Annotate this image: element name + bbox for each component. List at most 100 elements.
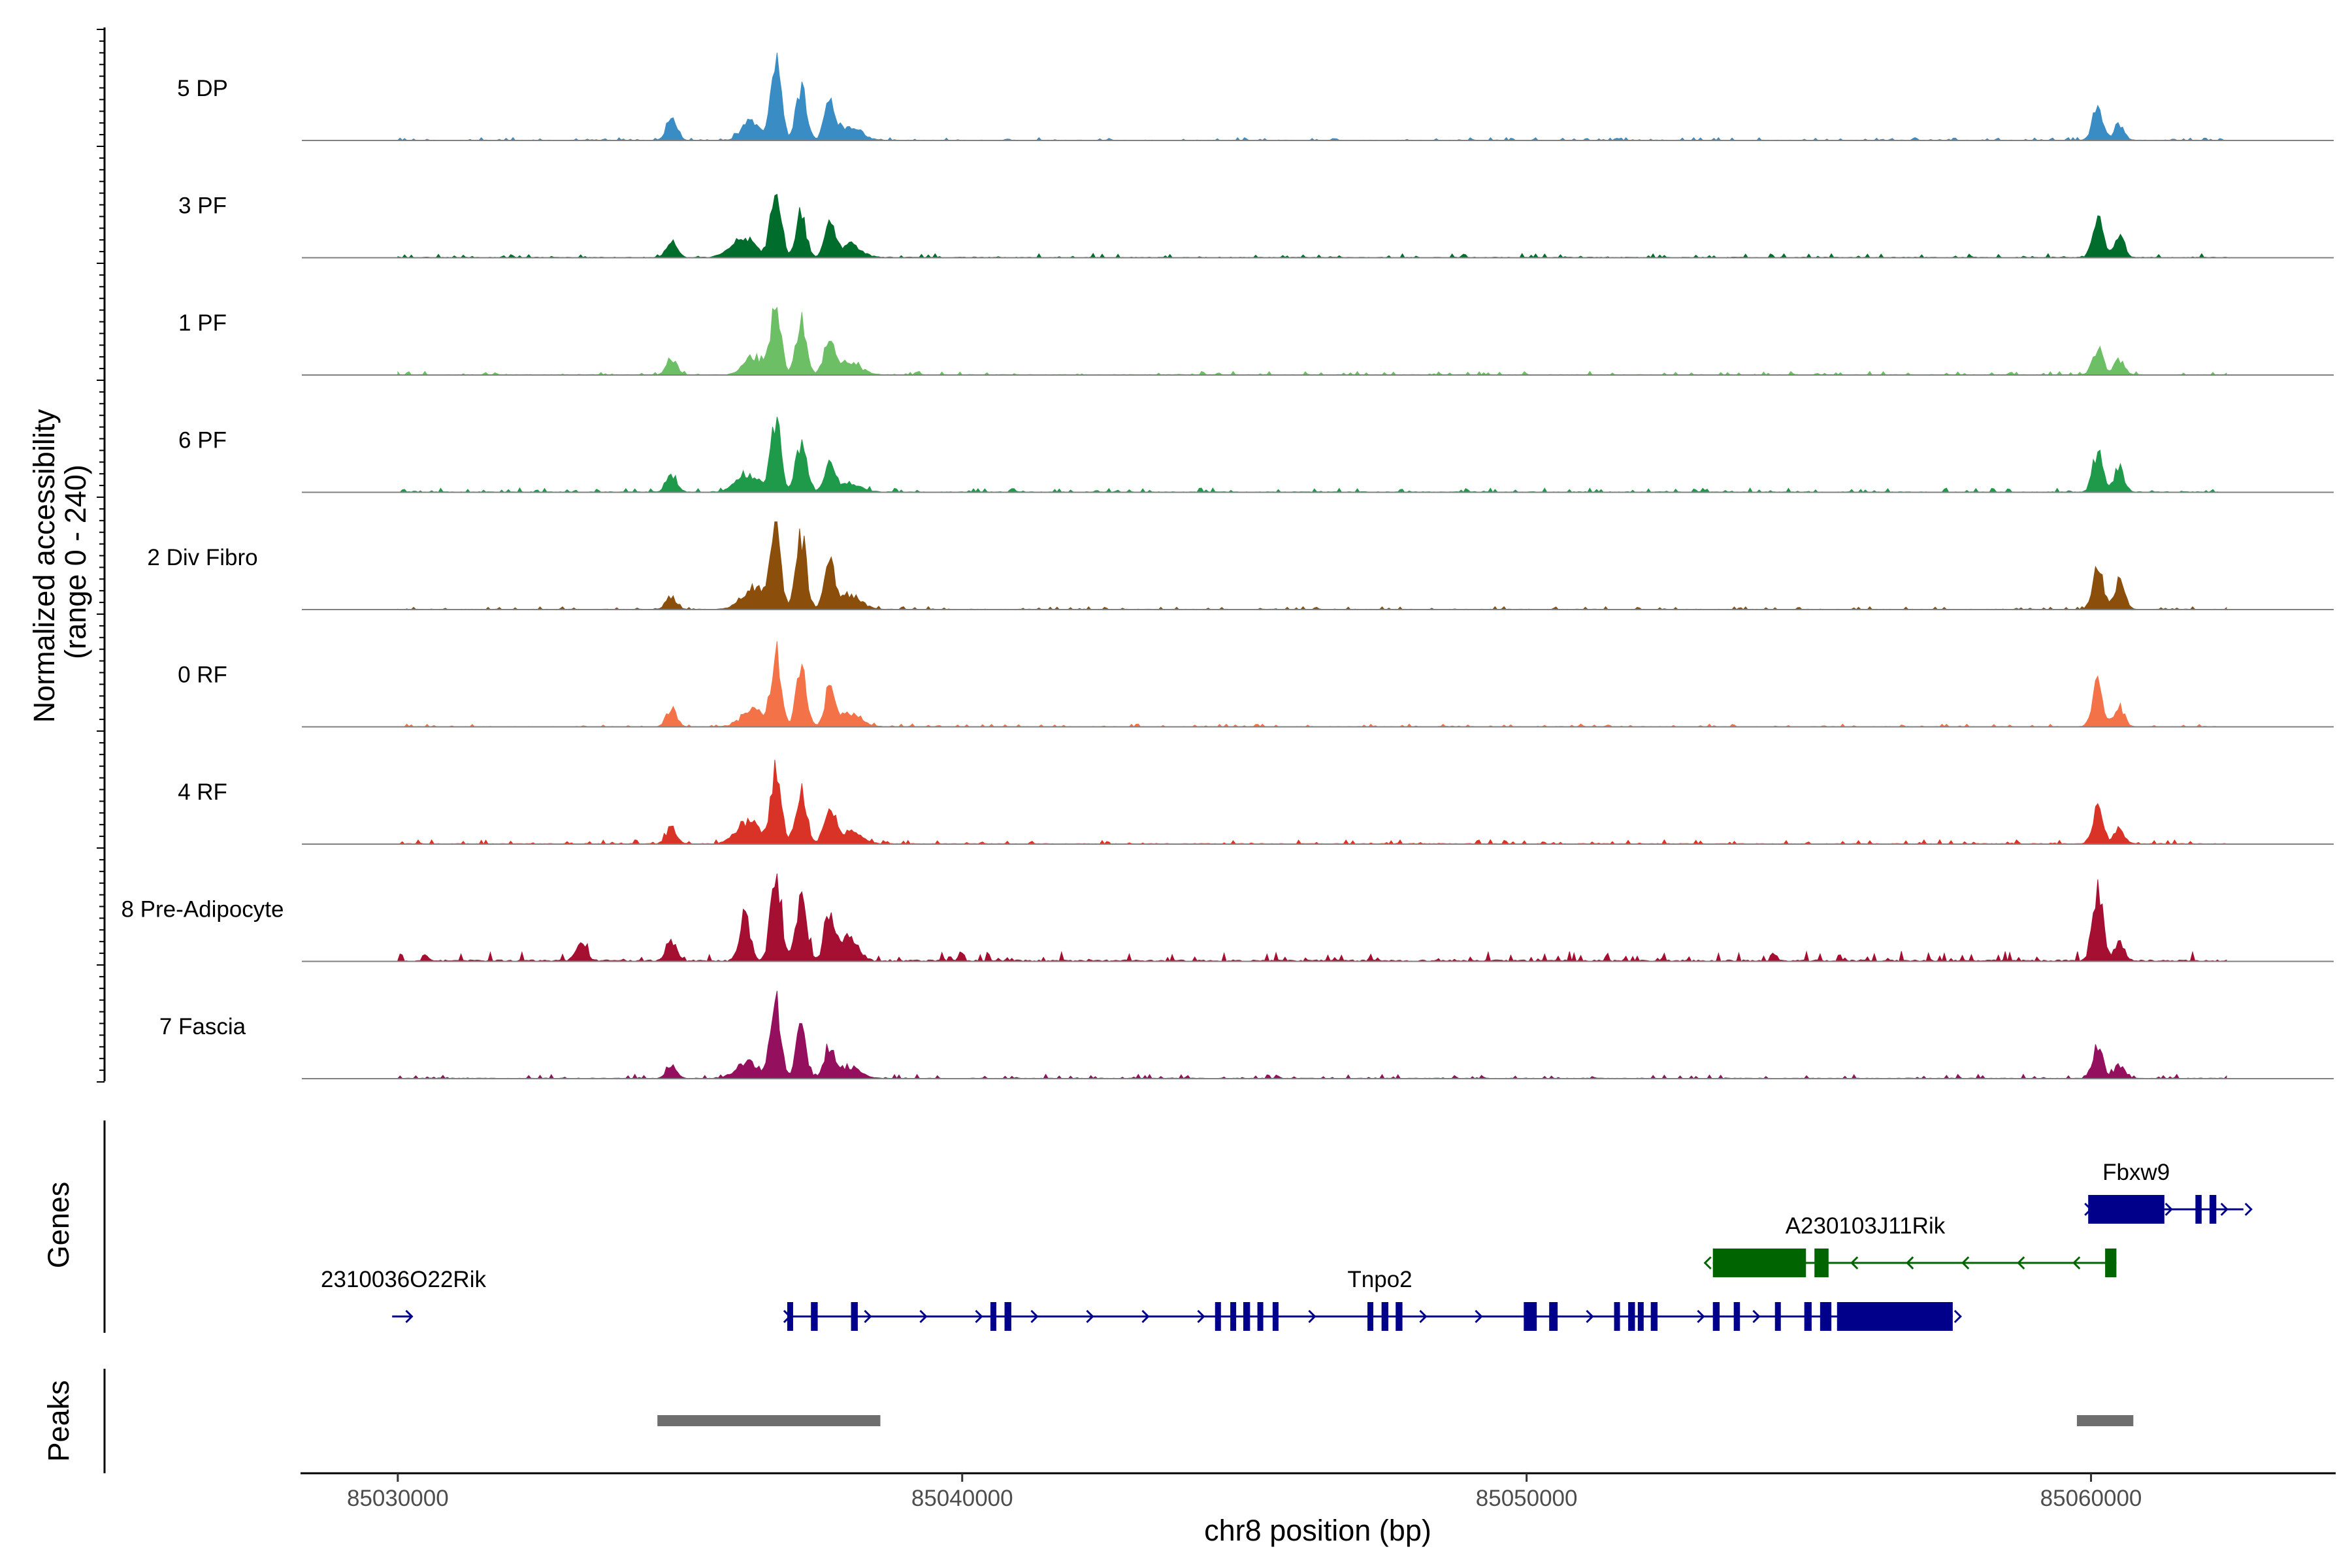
strand-arrow xyxy=(1086,1309,1094,1324)
y-axis-title-line-2: (range 0 - 240) xyxy=(59,465,92,659)
track-label: 1 PF xyxy=(178,310,227,336)
gene-exon xyxy=(1396,1302,1403,1331)
gene-Fbxw9: Fbxw9 xyxy=(2084,1160,2253,1224)
track-6: 0 RF xyxy=(178,641,2334,728)
gene-exon xyxy=(1837,1302,1843,1331)
strand-arrow xyxy=(405,1309,414,1324)
track-label: 6 PF xyxy=(178,428,227,453)
strand-arrow xyxy=(1475,1309,1483,1324)
strand-arrow xyxy=(2072,1256,2081,1270)
gene-exon xyxy=(851,1302,858,1331)
strand-arrow xyxy=(1308,1309,1316,1324)
strand-arrow xyxy=(1961,1256,1970,1270)
gene-exon xyxy=(1614,1302,1620,1331)
gene-exon xyxy=(1628,1302,1635,1331)
track-label: 5 DP xyxy=(177,76,228,101)
gene-label: A230103J11Rik xyxy=(1786,1213,1946,1239)
x-tick-label: 85050000 xyxy=(1476,1486,1578,1511)
gene-exon xyxy=(1243,1302,1250,1331)
strand-arrow xyxy=(1953,1309,1963,1324)
track-5: 2 Div Fibro xyxy=(147,521,2334,610)
gene-exon xyxy=(1637,1302,1644,1331)
strand-arrow xyxy=(1752,1309,1761,1324)
gene-exon xyxy=(1367,1302,1374,1331)
x-axis: 85030000 85040000 85050000 85060000 xyxy=(347,1473,2142,1511)
gene-exon xyxy=(1230,1302,1237,1331)
strand-arrow xyxy=(1419,1309,1428,1324)
peaks-panel-title: Peaks xyxy=(42,1380,75,1462)
strand-arrow xyxy=(919,1309,928,1324)
track-label: 2 Div Fibro xyxy=(147,545,257,570)
gene-label: Fbxw9 xyxy=(2102,1160,2170,1185)
gene-exon xyxy=(1712,1249,1806,1277)
strand-arrow xyxy=(1141,1309,1150,1324)
strand-arrow xyxy=(1586,1309,1594,1324)
gene-annotation-track: 2310036O22Rik Tnpo2 A230103J11Rik Fbxw9 xyxy=(321,1160,2253,1331)
gene-exon xyxy=(787,1302,793,1331)
gene-exon xyxy=(1215,1302,1221,1331)
gene-exon xyxy=(2209,1195,2217,1224)
x-tick-label: 85040000 xyxy=(911,1486,1013,1511)
strand-arrow xyxy=(2244,1202,2253,1217)
gene-exon xyxy=(1774,1302,1781,1331)
gene-exon xyxy=(1381,1302,1388,1331)
strand-arrow xyxy=(1197,1309,1205,1324)
y-axis-title-line-1: Normalized accessibility xyxy=(27,409,61,723)
gene-exon xyxy=(1272,1302,1279,1331)
gene-exon xyxy=(1820,1302,1832,1331)
strand-arrow xyxy=(975,1309,983,1324)
gene-exon xyxy=(2105,1249,2117,1277)
peak-region-bar xyxy=(657,1415,881,1426)
gene-2310036O22Rik: 2310036O22Rik xyxy=(321,1267,486,1324)
x-tick-label: 85030000 xyxy=(347,1486,449,1511)
genes-panel-title: Genes xyxy=(42,1182,75,1269)
strand-arrow xyxy=(1030,1309,1039,1324)
gene-exon xyxy=(811,1302,818,1331)
track-8: 8 Pre-Adipocyte xyxy=(121,874,2334,962)
strand-arrow xyxy=(2017,1256,2025,1270)
gene-label: 2310036O22Rik xyxy=(321,1267,486,1292)
y-axis-title: Normalized accessibility (range 0 - 240) xyxy=(27,401,92,723)
gene-exon xyxy=(1004,1302,1011,1331)
strand-arrow xyxy=(1703,1256,1712,1270)
peak-region-bar xyxy=(2076,1415,2134,1426)
track-label: 4 RF xyxy=(178,779,227,805)
strand-arrow xyxy=(1906,1256,1914,1270)
track-7: 4 RF xyxy=(178,759,2334,845)
track-label: 3 PF xyxy=(178,193,227,219)
gene-exon xyxy=(2088,1195,2164,1224)
track-4: 6 PF xyxy=(178,416,2334,493)
gene-Tnpo2: Tnpo2 xyxy=(783,1267,1963,1331)
peak-region-track xyxy=(657,1415,2134,1426)
gene-exon xyxy=(1712,1302,1720,1331)
x-tick-label: 85060000 xyxy=(2040,1486,2142,1511)
gene-exon xyxy=(1549,1302,1558,1331)
strand-arrow xyxy=(864,1309,872,1324)
gene-A230103J11Rik: A230103J11Rik xyxy=(1703,1213,2117,1277)
track-label: 7 Fascia xyxy=(159,1014,246,1039)
gene-exon xyxy=(1650,1302,1658,1331)
gene-exon xyxy=(1814,1249,1829,1277)
y-axis-ticks xyxy=(97,27,106,1083)
gene-exon xyxy=(2195,1195,2202,1224)
track-label: 0 RF xyxy=(178,662,227,688)
strand-arrow xyxy=(2164,1202,2173,1217)
gene-exon xyxy=(1257,1302,1264,1331)
gene-exon xyxy=(990,1302,996,1331)
track-1: 5 DP xyxy=(177,52,2334,141)
track-9: 7 Fascia xyxy=(159,990,2334,1079)
strand-arrow xyxy=(1850,1256,1859,1270)
strand-arrow xyxy=(2220,1202,2229,1217)
strand-arrow xyxy=(1697,1309,1705,1324)
gene-exon xyxy=(1733,1302,1740,1331)
x-axis-title: chr8 position (bp) xyxy=(1204,1514,1431,1547)
track-3: 1 PF xyxy=(178,306,2334,376)
gene-exon xyxy=(1804,1302,1812,1331)
coverage-tracks: 5 DP 3 PF 1 PF 6 PF 2 Div Fibro 0 RF 4 RF 8 Pre… xyxy=(121,52,2334,1079)
track-2: 3 PF xyxy=(178,193,2334,259)
gene-label: Tnpo2 xyxy=(1347,1267,1412,1292)
gene-exon xyxy=(1524,1302,1537,1331)
coverage-area xyxy=(397,874,2227,962)
